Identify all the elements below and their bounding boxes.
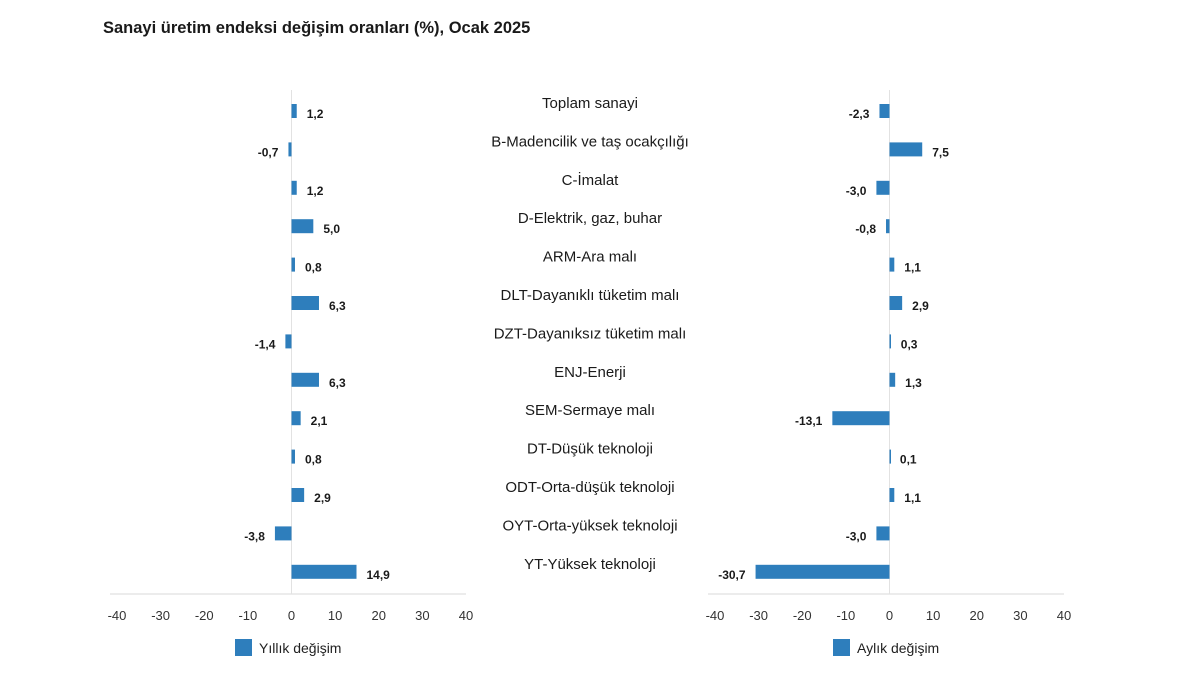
bar [291, 372, 319, 387]
bar [889, 449, 891, 464]
bar [889, 372, 896, 387]
x-tick-label: -30 [151, 608, 170, 623]
data-label: 2,9 [314, 491, 331, 505]
x-tick-label: 40 [459, 608, 473, 623]
category-label: OYT-Orta-yüksek teknoloji [502, 517, 677, 534]
category-label: DT-Düşük teknoloji [527, 441, 653, 458]
x-tick-label: 10 [328, 608, 342, 623]
bar [879, 104, 890, 118]
category-labels: Toplam sanayi B-Madencilik ve taş ocakçıl… [491, 95, 689, 573]
x-tick-label: 20 [970, 608, 984, 623]
legend-label: Aylık değişim [857, 640, 939, 656]
bar [889, 296, 903, 310]
data-label: 7,5 [932, 145, 949, 159]
bar [291, 449, 295, 464]
category-label: B-Madencilik ve taş ocakçılığı [491, 133, 689, 150]
data-label: 0,3 [901, 337, 918, 351]
legend-swatch [833, 639, 850, 656]
data-label: 5,0 [323, 222, 340, 236]
x-tick-label: 40 [1057, 608, 1071, 623]
data-label: 1,2 [307, 184, 324, 198]
bar [291, 219, 314, 234]
bar [876, 526, 890, 541]
bar [291, 296, 319, 310]
data-label: -3,0 [846, 529, 867, 543]
x-tick-label: 0 [886, 608, 893, 623]
bar [291, 564, 357, 579]
data-label: 2,9 [912, 299, 929, 313]
data-label: 1,1 [904, 261, 921, 275]
category-label: ODT-Orta-düşük teknoloji [505, 479, 674, 496]
x-tick-label: -20 [195, 608, 214, 623]
category-label: Toplam sanayi [542, 95, 638, 112]
data-label: -2,3 [849, 107, 870, 121]
x-tick-label: -10 [238, 608, 257, 623]
data-label: 1,1 [904, 491, 921, 505]
category-label: D-Elektrik, gaz, buhar [518, 210, 662, 227]
category-label: C-İmalat [562, 171, 620, 189]
x-tick-label: -40 [108, 608, 127, 623]
x-tick-label: -40 [706, 608, 725, 623]
data-label: -0,7 [258, 145, 279, 159]
bar [291, 488, 305, 502]
x-tick-label: -10 [836, 608, 855, 623]
bar [755, 564, 890, 579]
x-tick-label: 30 [1013, 608, 1027, 623]
bar [876, 180, 890, 195]
bar [285, 334, 292, 349]
category-label: DZT-Dayanıksız tüketim malı [494, 325, 687, 342]
category-label: ARM-Ara malı [543, 249, 637, 266]
data-label: -30,7 [718, 568, 746, 582]
monthly-change-panel: -40 -30 -20 -10 0 10 20 30 40 -2,3 7,5 -3,0 -0,8 1,1 2… [706, 90, 1071, 656]
yearly-change-panel: -40 -30 -20 -10 0 10 20 30 40 1,2 -0,7 1,2 5,0 0,8 6,3… [108, 90, 473, 656]
data-label: 0,8 [305, 453, 322, 467]
chart-title: Sanayi üretim endeksi değişim oranları (… [103, 19, 531, 37]
bar [291, 411, 301, 426]
data-label: 1,2 [307, 107, 324, 121]
bar [889, 334, 891, 349]
x-tick-label: 30 [415, 608, 429, 623]
x-tick-label: -30 [749, 608, 768, 623]
data-label: 6,3 [329, 299, 346, 313]
bar [274, 526, 292, 541]
bar [291, 104, 297, 118]
bar [886, 219, 890, 234]
bar [889, 142, 923, 157]
x-tick-label: 20 [372, 608, 386, 623]
category-label: SEM-Sermaye malı [525, 402, 655, 419]
data-label: 2,1 [311, 414, 328, 428]
x-tick-label: 0 [288, 608, 295, 623]
bar [291, 180, 297, 195]
data-label: -1,4 [255, 337, 276, 351]
legend-swatch [235, 639, 252, 656]
data-label: 6,3 [329, 376, 346, 390]
data-label: -13,1 [795, 414, 823, 428]
data-label: -0,8 [855, 222, 876, 236]
bar [291, 257, 295, 272]
data-label: -3,8 [244, 529, 265, 543]
category-label: ENJ-Enerji [554, 364, 626, 381]
data-label: -3,0 [846, 184, 867, 198]
data-label: 0,8 [305, 261, 322, 275]
data-label: 14,9 [367, 568, 391, 582]
x-tick-label: 10 [926, 608, 940, 623]
legend-label: Yıllık değişim [259, 640, 341, 656]
bar [889, 257, 895, 272]
bar [288, 142, 292, 157]
data-label: 0,1 [900, 453, 917, 467]
bar [832, 411, 890, 426]
x-tick-label: -20 [793, 608, 812, 623]
category-label: DLT-Dayanıklı tüketim malı [501, 287, 680, 304]
bar [889, 488, 895, 502]
category-label: YT-Yüksek teknoloji [524, 556, 656, 573]
data-label: 1,3 [905, 376, 922, 390]
